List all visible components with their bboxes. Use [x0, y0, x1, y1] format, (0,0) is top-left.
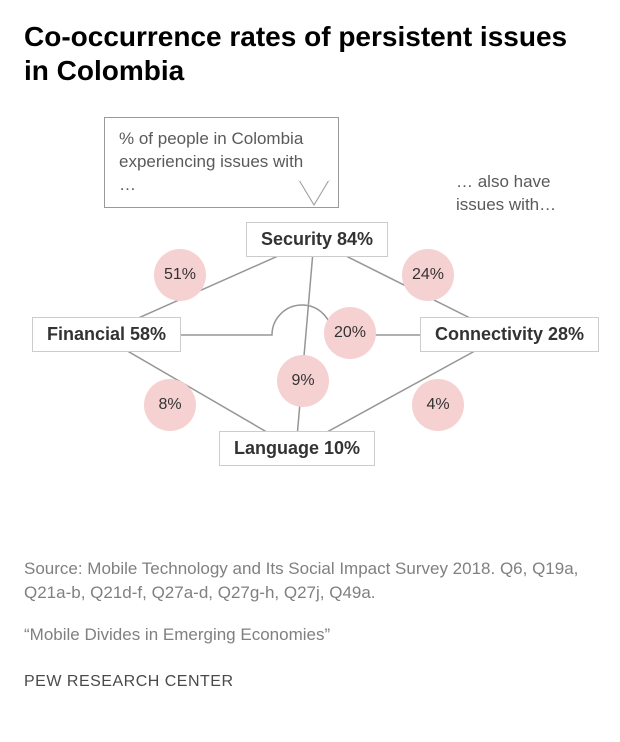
- node-left: Financial 58%: [32, 317, 181, 352]
- edge-bubble: 24%: [402, 249, 454, 301]
- diagram-area: % of people in Colombia experiencing iss…: [24, 117, 596, 497]
- edge-bubble: 51%: [154, 249, 206, 301]
- attribution: PEW RESEARCH CENTER: [24, 673, 596, 691]
- edge-bubble: 8%: [144, 379, 196, 431]
- node-right: Connectivity 28%: [420, 317, 599, 352]
- quote-line: “Mobile Divides in Emerging Economies”: [24, 625, 596, 645]
- edge-bubble: 4%: [412, 379, 464, 431]
- chart-title: Co-occurrence rates of persistent issues…: [24, 20, 596, 87]
- node-bottom: Language 10%: [219, 431, 375, 466]
- edge-bubble: 9%: [277, 355, 329, 407]
- edge-bubble: 20%: [324, 307, 376, 359]
- node-top: Security 84%: [246, 222, 388, 257]
- source-line: Source: Mobile Technology and Its Social…: [24, 557, 596, 605]
